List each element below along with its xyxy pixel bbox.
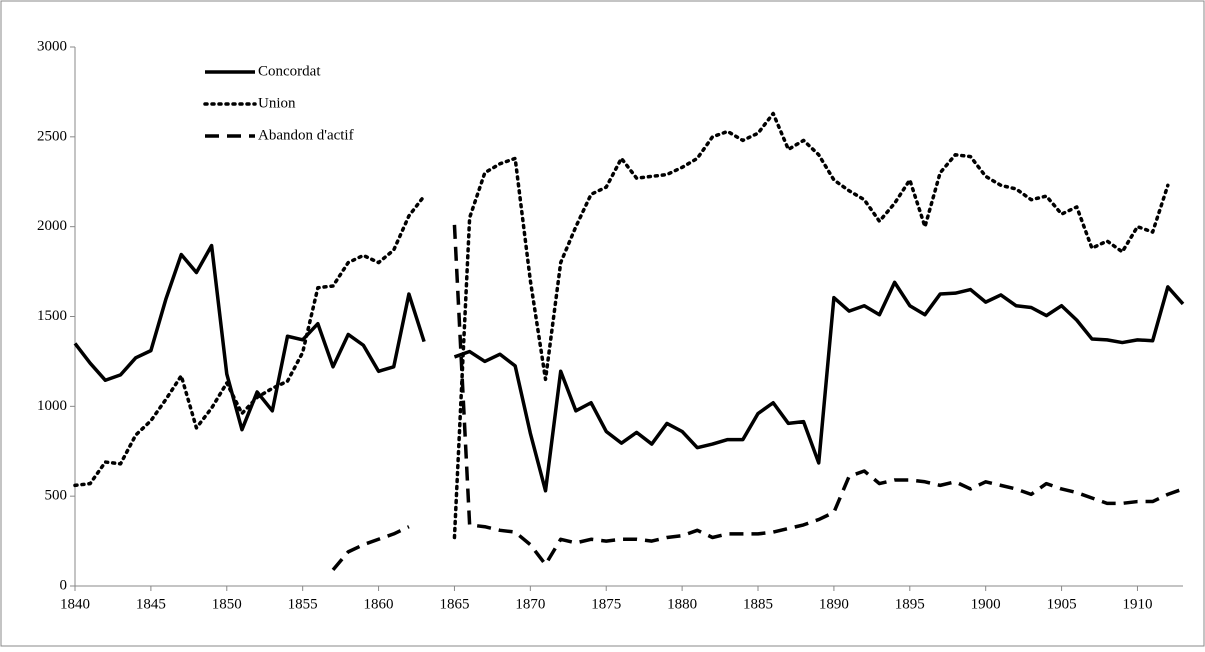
x-tick-label: 1850: [212, 596, 242, 612]
y-tick-label: 1000: [37, 398, 67, 414]
x-tick-label: 1865: [439, 596, 469, 612]
x-tick-label: 1890: [819, 596, 849, 612]
x-tick-label: 1885: [743, 596, 773, 612]
x-tick-label: 1905: [1047, 596, 1077, 612]
y-tick-label: 0: [60, 577, 68, 593]
x-tick-label: 1855: [288, 596, 318, 612]
legend-label: Union: [258, 95, 296, 111]
y-tick-label: 500: [45, 488, 68, 504]
y-tick-label: 3000: [37, 38, 67, 54]
y-tick-label: 2000: [37, 218, 67, 234]
x-tick-label: 1880: [667, 596, 697, 612]
y-tick-label: 1500: [37, 308, 67, 324]
y-tick-label: 2500: [37, 128, 67, 144]
legend-label: Abandon d'actif: [258, 127, 354, 143]
x-tick-label: 1840: [60, 596, 90, 612]
legend-label: Concordat: [258, 63, 321, 79]
series-line: [73, 243, 1185, 493]
series-line: [73, 111, 1170, 540]
x-tick-label: 1860: [364, 596, 394, 612]
x-tick-label: 1845: [136, 596, 166, 612]
x-tick-label: 1910: [1122, 596, 1152, 612]
x-tick-label: 1875: [591, 596, 621, 612]
x-tick-label: 1870: [515, 596, 545, 612]
series-line: [331, 224, 1184, 571]
x-tick-label: 1900: [971, 596, 1001, 612]
x-tick-label: 1895: [895, 596, 925, 612]
